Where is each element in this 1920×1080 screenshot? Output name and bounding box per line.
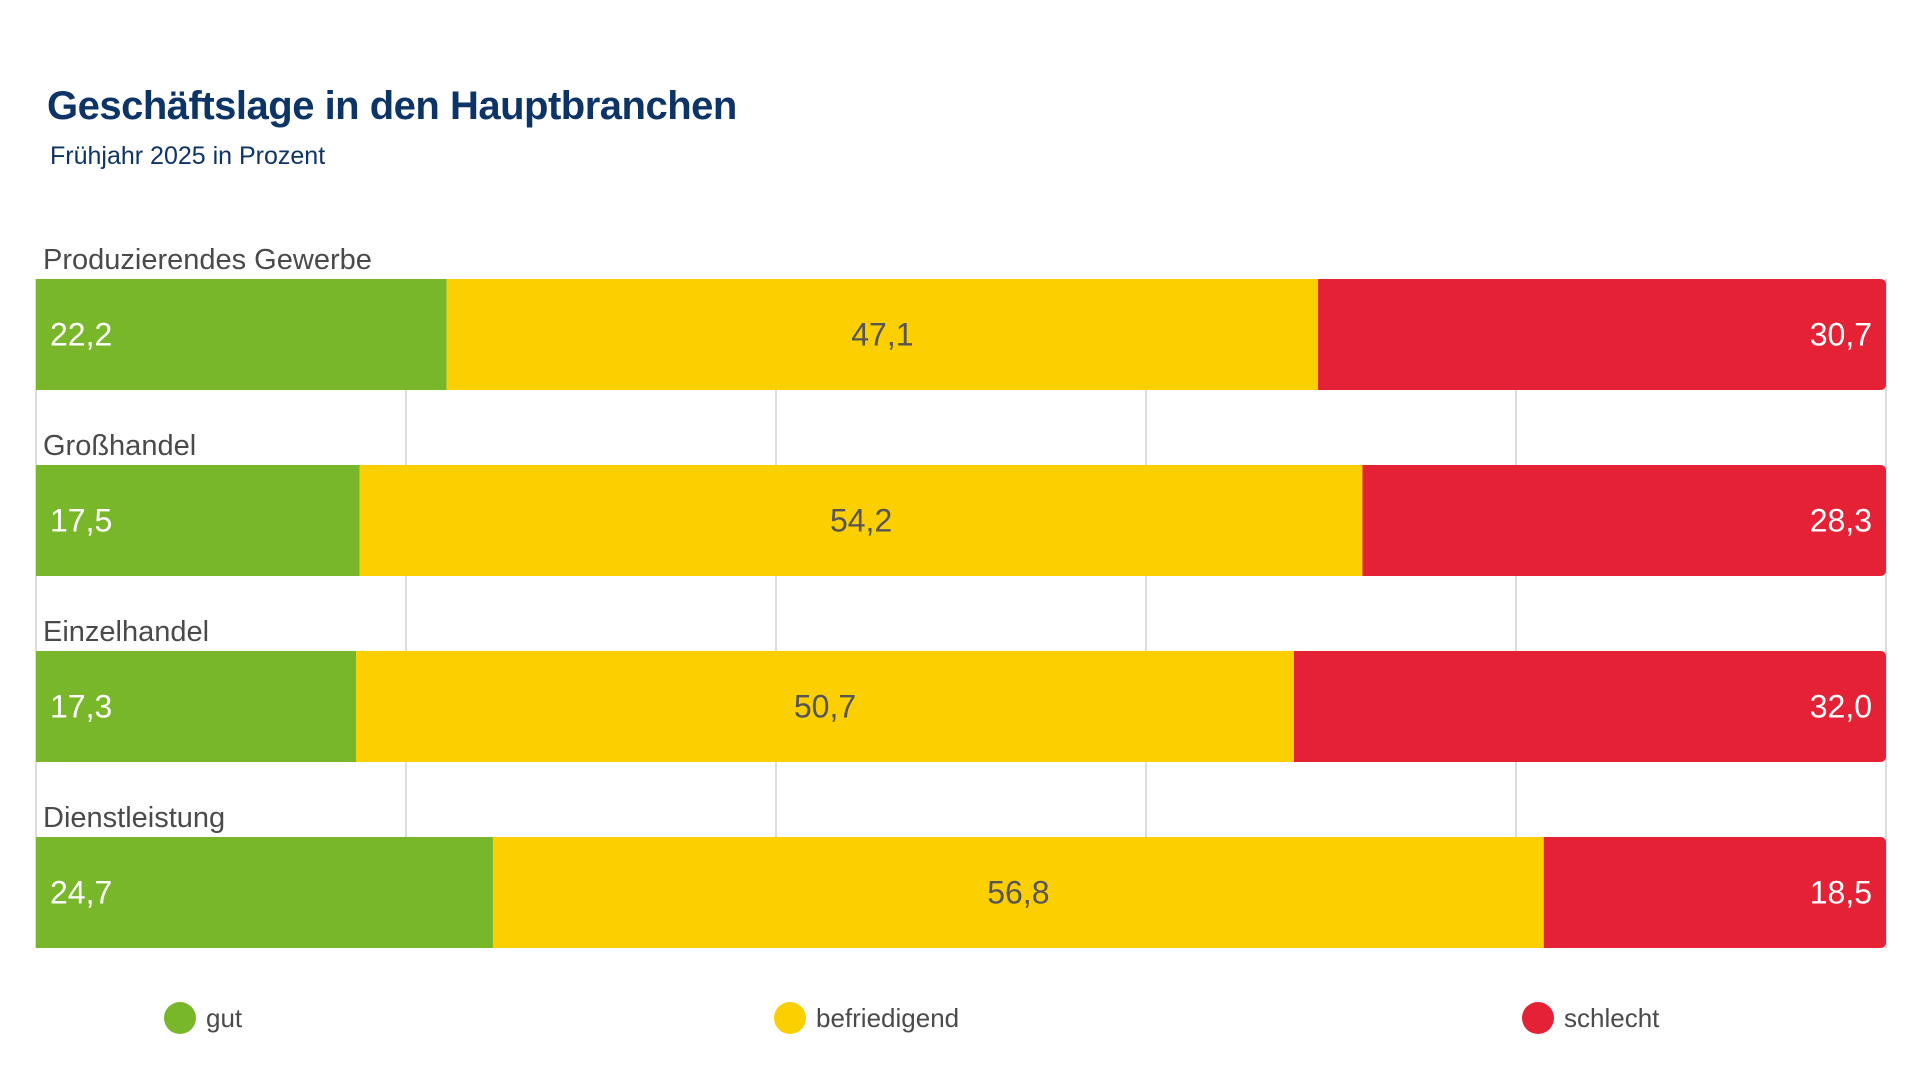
data-label-gut: 22,2 — [50, 317, 112, 353]
legend-label-schlecht: schlecht — [1564, 1003, 1660, 1033]
bar-gut — [36, 279, 447, 390]
data-label-schlecht: 28,3 — [1810, 503, 1872, 539]
bar-gut — [36, 837, 493, 948]
bar-schlecht — [1543, 837, 1886, 948]
data-label-gut: 17,3 — [50, 689, 112, 725]
legend-label-befriedigend: befriedigend — [816, 1003, 959, 1033]
category-label: Dienstleistung — [43, 802, 225, 834]
data-label-schlecht: 30,7 — [1810, 317, 1872, 353]
labels: Produzierendes Gewerbe 22,2 47,1 30,7 Großha… — [43, 244, 1872, 911]
data-label-befriedigend: 47,1 — [851, 317, 913, 353]
data-label-befriedigend: 54,2 — [830, 503, 892, 539]
chart-title: Geschäftslage in den Hauptbranchen — [47, 84, 737, 128]
data-label-schlecht: 32,0 — [1810, 689, 1872, 725]
legend-label-gut: gut — [206, 1003, 243, 1033]
bars — [36, 279, 1886, 948]
bar-schlecht — [1362, 465, 1886, 576]
data-label-gut: 17,5 — [50, 503, 112, 539]
data-label-schlecht: 18,5 — [1810, 875, 1872, 911]
legend: gut befriedigend schlecht — [164, 1002, 1660, 1034]
bar-befriedigend — [356, 651, 1294, 762]
legend-swatch-schlecht — [1522, 1002, 1554, 1034]
category-label: Produzierendes Gewerbe — [43, 244, 372, 276]
bar-gut — [36, 651, 357, 762]
data-label-befriedigend: 50,7 — [794, 689, 856, 725]
gridlines — [35, 279, 1887, 948]
data-label-befriedigend: 56,8 — [987, 875, 1049, 911]
category-label: Großhandel — [43, 430, 196, 462]
legend-swatch-gut — [164, 1002, 196, 1034]
legend-swatch-befriedigend — [774, 1002, 806, 1034]
data-label-gut: 24,7 — [50, 875, 112, 911]
bar-schlecht — [1294, 651, 1886, 762]
bar-befriedigend — [446, 279, 1319, 390]
bar-schlecht — [1318, 279, 1886, 390]
chart-subtitle: Frühjahr 2025 in Prozent — [50, 142, 326, 170]
bar-gut — [36, 465, 360, 576]
category-label: Einzelhandel — [43, 616, 209, 648]
bar-befriedigend — [359, 465, 1363, 576]
bar-befriedigend — [492, 837, 1544, 948]
